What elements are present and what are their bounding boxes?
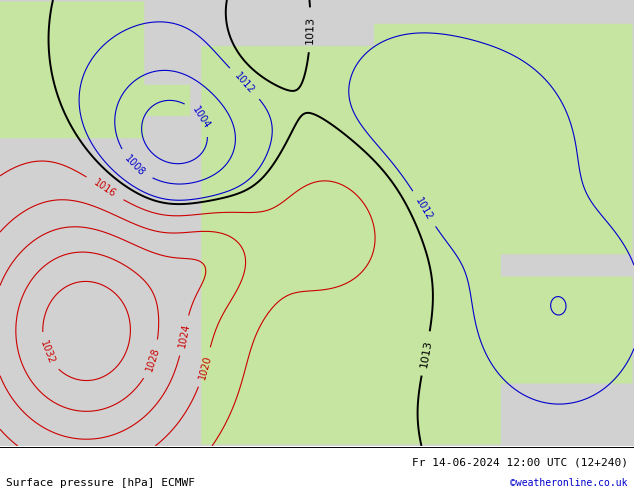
Text: Surface pressure [hPa] ECMWF: Surface pressure [hPa] ECMWF <box>6 478 195 488</box>
Text: 1004: 1004 <box>190 105 212 131</box>
Text: 1028: 1028 <box>144 346 161 373</box>
Text: 1008: 1008 <box>123 153 147 178</box>
Text: ©weatheronline.co.uk: ©weatheronline.co.uk <box>510 478 628 488</box>
Text: 1020: 1020 <box>197 354 213 380</box>
Text: 1024: 1024 <box>177 322 191 348</box>
Text: 1012: 1012 <box>233 71 257 96</box>
Text: Fr 14-06-2024 12:00 UTC (12+240): Fr 14-06-2024 12:00 UTC (12+240) <box>411 458 628 468</box>
Text: 1032: 1032 <box>38 339 56 365</box>
Text: 1016: 1016 <box>92 177 118 199</box>
Text: 1012: 1012 <box>413 196 435 222</box>
Text: 1013: 1013 <box>305 16 316 44</box>
Text: 1013: 1013 <box>418 339 433 368</box>
